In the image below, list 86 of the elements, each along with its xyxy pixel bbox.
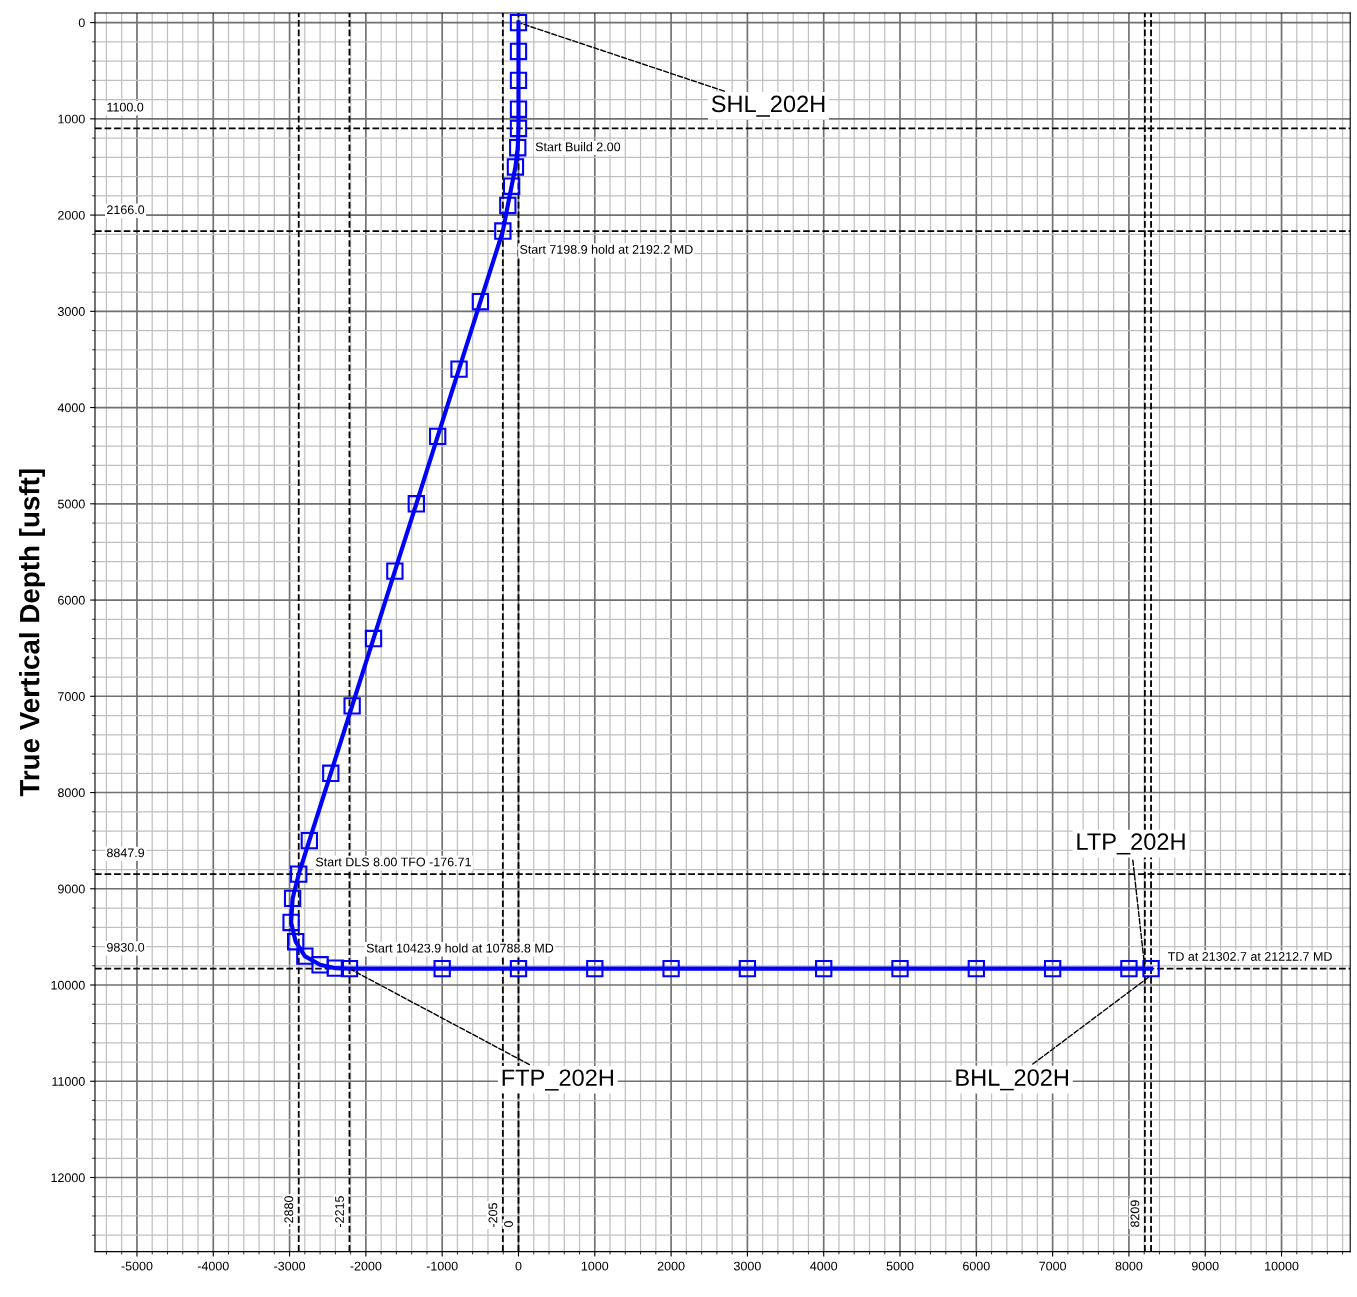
point xyxy=(509,42,528,61)
point xyxy=(296,947,314,965)
point xyxy=(364,629,383,648)
point xyxy=(662,959,680,978)
y-tick-label: 2000 xyxy=(58,210,85,220)
point xyxy=(282,913,300,932)
annotation: BHL_202H xyxy=(956,1069,1068,1091)
point xyxy=(429,427,447,446)
point xyxy=(509,139,527,157)
x-tick-label: 7000 xyxy=(1039,1261,1067,1271)
x-tick-label: 3000 xyxy=(733,1261,761,1271)
point xyxy=(509,119,528,138)
annotation: SHL_202H xyxy=(711,95,825,117)
point xyxy=(509,13,528,32)
ref-line-label: -205 xyxy=(488,1203,498,1227)
point xyxy=(509,100,528,118)
point xyxy=(471,293,490,311)
x-tick-label: 9000 xyxy=(1191,1261,1219,1271)
y-tick-label: 8000 xyxy=(58,788,85,798)
point xyxy=(509,71,528,90)
point xyxy=(407,495,425,513)
x-tick-label: -2000 xyxy=(350,1261,382,1271)
y-tick-label: 10000 xyxy=(51,980,85,990)
point xyxy=(343,697,361,715)
y-tick-label: 3000 xyxy=(57,307,85,316)
x-tick-label: -1000 xyxy=(426,1261,458,1271)
y-tick-label: 0 xyxy=(78,18,85,28)
y-tick-label: 12000 xyxy=(51,1173,85,1183)
point xyxy=(967,959,985,978)
x-tick-label: -5000 xyxy=(121,1261,153,1271)
ref-line-label: -2880 xyxy=(284,1196,294,1227)
point xyxy=(506,158,525,176)
y-tick-label: 7000 xyxy=(58,692,85,701)
point xyxy=(386,562,404,580)
x-tick-label: -3000 xyxy=(274,1261,306,1271)
annotation: TD at 21302.7 at 21212.7 MD xyxy=(1168,952,1332,961)
point xyxy=(311,956,329,974)
ref-line-label: 2166.0 xyxy=(107,205,145,215)
point xyxy=(450,360,468,378)
point xyxy=(1142,959,1160,978)
x-tick-label: 2000 xyxy=(657,1261,685,1271)
x-tick-label: 1000 xyxy=(581,1261,609,1271)
ref-line-label: 8209 xyxy=(1130,1200,1140,1227)
point xyxy=(290,865,308,883)
point xyxy=(509,959,528,978)
point xyxy=(494,222,512,240)
annotation: FTP_202H xyxy=(502,1069,613,1091)
y-tick-label: 5000 xyxy=(57,499,85,509)
x-tick-label: 5000 xyxy=(886,1261,914,1271)
annotation: LTP_202H xyxy=(1077,833,1185,855)
point xyxy=(891,959,909,978)
ref-line-label: -2215 xyxy=(335,1196,344,1227)
point xyxy=(1043,959,1062,978)
y-tick-label: 6000 xyxy=(58,595,85,605)
ref-line-label: 0 xyxy=(504,1221,513,1228)
y-tick-label: 9000 xyxy=(58,884,85,894)
x-tick-label: 4000 xyxy=(810,1261,838,1271)
point xyxy=(433,959,451,978)
point xyxy=(283,889,302,908)
point xyxy=(502,177,521,195)
point xyxy=(326,959,345,977)
x-tick-label: -4000 xyxy=(197,1261,229,1271)
x-tick-label: 0 xyxy=(515,1261,522,1271)
x-tick-label: 10000 xyxy=(1265,1261,1299,1271)
annotation: Start 7198.9 hold at 2192.2 MD xyxy=(520,244,693,254)
point xyxy=(340,959,359,978)
ref-line-label: 1100.0 xyxy=(107,102,144,112)
y-axis-title: True Vertical Depth [usft] xyxy=(19,469,45,797)
point xyxy=(322,764,340,782)
y-tick-label: 4000 xyxy=(57,403,85,413)
ref-line-label: 8847.9 xyxy=(106,848,145,858)
annotation: Start Build 2.00 xyxy=(535,142,621,152)
annotation: Start DLS 8.00 TFO -176.71 xyxy=(315,857,471,867)
y-tick-label: 1000 xyxy=(58,114,85,124)
x-tick-label: 8000 xyxy=(1115,1261,1143,1271)
point xyxy=(499,196,517,215)
point xyxy=(815,959,833,978)
point xyxy=(300,831,319,850)
x-tick-label: 6000 xyxy=(963,1261,990,1271)
ref-line-label: 9830.0 xyxy=(107,942,145,952)
point xyxy=(738,959,757,978)
annotation: Start 10423.9 hold at 10788.8 MD xyxy=(366,943,554,953)
point xyxy=(286,933,305,951)
y-tick-label: 11000 xyxy=(52,1077,85,1086)
point xyxy=(1120,959,1138,978)
point xyxy=(586,959,604,978)
